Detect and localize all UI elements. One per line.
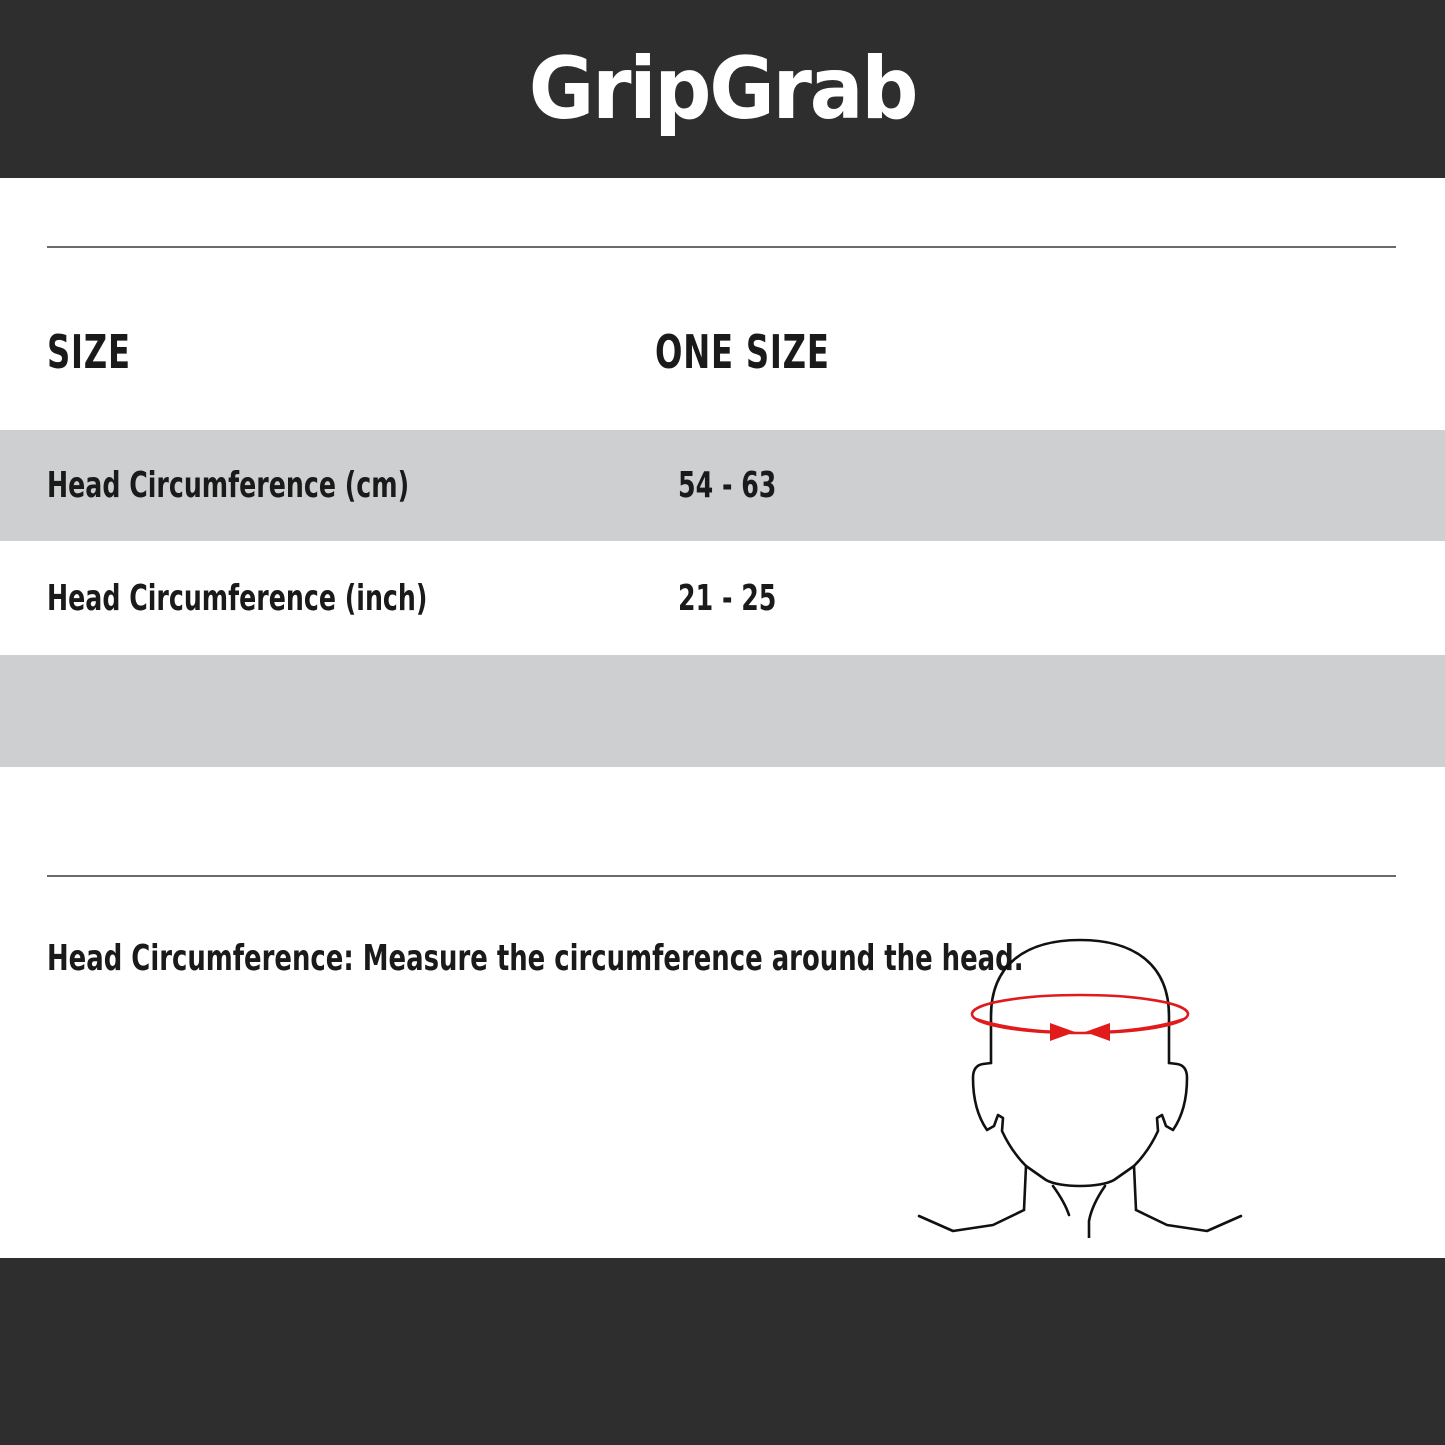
row-label-head-circumference-cm: Head Circumference (cm) <box>47 465 410 506</box>
table-row-empty <box>0 655 1445 767</box>
row-label-head-circumference-inch: Head Circumference (inch) <box>47 577 428 619</box>
size-table: SIZE ONE SIZE Head Circumference (cm) 54… <box>0 178 1445 1278</box>
row-value-head-circumference-inch: 21 - 25 <box>678 577 777 619</box>
row-value-head-circumference-cm: 54 - 63 <box>678 465 777 506</box>
measurement-instruction-text: Head Circumference: Measure the circumfe… <box>47 938 1024 979</box>
table-bottom-divider <box>47 875 1396 877</box>
table-top-divider <box>47 246 1396 248</box>
gripgrab-logo: GripGrab <box>528 39 919 139</box>
column-header-size: SIZE <box>47 325 131 379</box>
column-header-one-size: ONE SIZE <box>655 325 830 379</box>
circumference-indicator-icon <box>970 993 1190 1041</box>
head-measurement-diagram <box>890 918 1270 1278</box>
table-header-row: SIZE ONE SIZE <box>0 274 1445 430</box>
table-row: Head Circumference (cm) 54 - 63 <box>0 430 1445 541</box>
table-row: Head Circumference (inch) 21 - 25 <box>0 541 1445 655</box>
head-diagram-svg <box>917 938 1243 1278</box>
head-outline-icon <box>917 938 1243 1278</box>
footer-bar <box>0 1258 1445 1445</box>
brand-header-bar: GripGrab <box>0 0 1445 178</box>
